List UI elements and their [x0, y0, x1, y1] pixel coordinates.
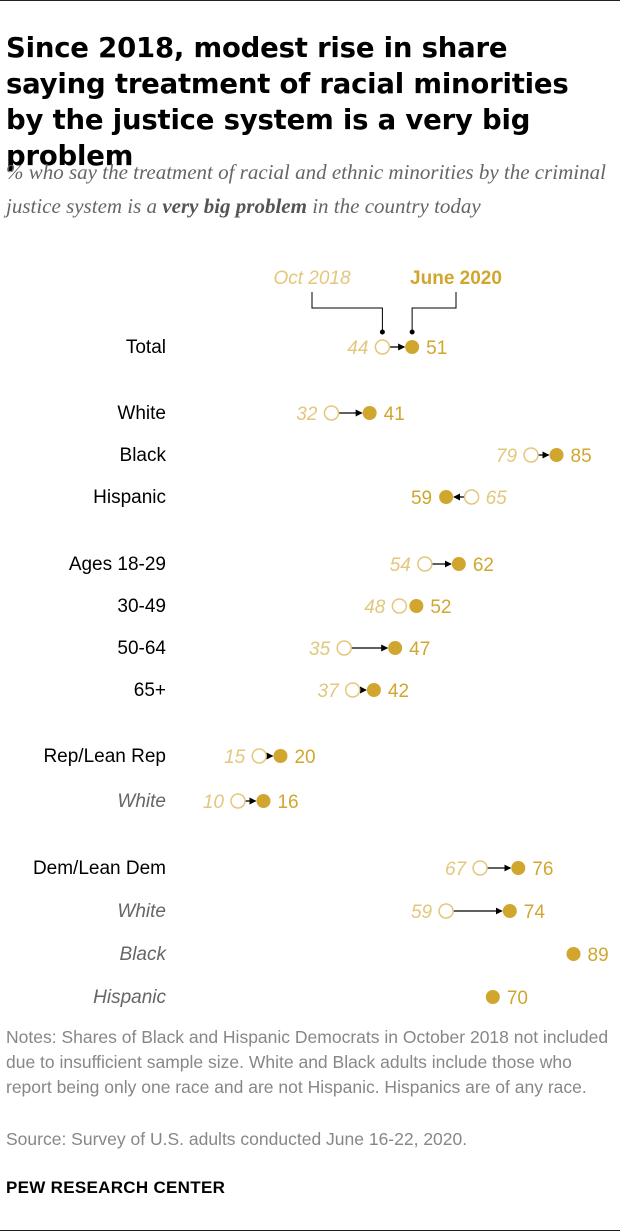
value-label-june-2020: 47: [409, 639, 430, 660]
dot-june-2020: [485, 990, 500, 1004]
dot-oct-2018: [523, 447, 539, 463]
row-label: Black: [120, 944, 168, 965]
value-label-june-2020: 62: [473, 555, 494, 576]
subtitle-emphasis: very big problem: [162, 194, 307, 218]
dot-june-2020: [273, 749, 288, 763]
value-label-june-2020: 59: [411, 488, 432, 509]
dot-june-2020: [451, 557, 466, 571]
row-label: Total: [126, 337, 166, 358]
chart-subtitle: % who say the treatment of racial and et…: [6, 155, 614, 223]
value-label-oct-2018: 32: [296, 404, 318, 425]
dot-june-2020: [549, 448, 564, 462]
row-label: 50-64: [117, 638, 166, 659]
dot-oct-2018: [374, 339, 391, 355]
value-label-june-2020: 16: [277, 792, 298, 813]
row-label: Ages 18-29: [69, 554, 166, 575]
dot-oct-2018: [344, 682, 361, 698]
subtitle-text: % who say the treatment of racial and et…: [6, 160, 606, 218]
row-label: 30-49: [117, 596, 166, 617]
dot-oct-2018: [336, 640, 352, 656]
value-label-oct-2018: 79: [496, 446, 518, 467]
value-label-oct-2018: 54: [390, 555, 411, 576]
value-label-june-2020: 70: [507, 988, 528, 1009]
dot-june-2020: [256, 794, 271, 808]
dot-june-2020: [566, 947, 581, 961]
value-label-june-2020: 41: [384, 404, 405, 425]
value-label-oct-2018: 44: [347, 338, 368, 359]
dot-oct-2018: [472, 860, 488, 876]
dot-arrow-chart: Oct 2018 June 2020 Total 44 51 White 32 41 Black…: [33, 268, 609, 1009]
dot-oct-2018: [463, 489, 480, 505]
dot-june-2020: [502, 904, 517, 918]
chart-source: Source: Survey of U.S. adults conducted …: [6, 1129, 468, 1149]
dot-june-2020: [439, 490, 454, 504]
legend-leader-dot: [379, 329, 385, 335]
row-label: White: [117, 403, 166, 424]
value-label-june-2020: 74: [524, 902, 546, 923]
dot-june-2020: [511, 861, 526, 875]
legend-leader-oct: [311, 292, 383, 332]
value-label-oct-2018: 59: [411, 902, 433, 923]
value-label-june-2020: 20: [294, 747, 315, 768]
brand-name: PEW RESEARCH CENTER: [6, 1178, 226, 1197]
dot-june-2020: [366, 683, 381, 697]
legend-june-2020: June 2020: [410, 268, 502, 289]
dot-oct-2018: [438, 903, 454, 919]
chart-notes: Notes: Shares of Black and Hispanic Demo…: [6, 1027, 609, 1097]
value-label-june-2020: 85: [571, 446, 592, 467]
row-label: Hispanic: [93, 987, 166, 1008]
dot-oct-2018: [391, 598, 408, 614]
dot-oct-2018: [417, 556, 433, 572]
dot-june-2020: [405, 340, 420, 354]
value-label-june-2020: 51: [426, 338, 447, 359]
legend-leader-june: [411, 292, 457, 332]
dot-oct-2018: [230, 793, 246, 809]
dot-june-2020: [409, 599, 424, 613]
value-label-june-2020: 89: [588, 945, 609, 966]
value-label-oct-2018: 35: [309, 639, 331, 660]
row-label: 65+: [134, 680, 166, 701]
top-rule: [0, 0, 620, 1]
legend-oct-2018: Oct 2018: [273, 268, 351, 289]
value-label-oct-2018: 48: [364, 597, 386, 618]
dot-june-2020: [362, 406, 377, 420]
row-label: Hispanic: [93, 487, 166, 508]
legend-leader-dot: [409, 329, 415, 335]
value-label-june-2020: 76: [532, 859, 553, 880]
value-label-june-2020: 42: [388, 681, 409, 702]
row-label: Black: [120, 445, 167, 466]
dot-oct-2018: [251, 748, 267, 764]
value-label-oct-2018: 67: [445, 859, 468, 880]
subtitle-text-end: in the country today: [306, 194, 481, 218]
value-label-oct-2018: 37: [318, 681, 341, 702]
value-label-june-2020: 52: [430, 597, 451, 618]
row-label: White: [117, 901, 166, 922]
dot-june-2020: [388, 641, 403, 655]
row-label: White: [117, 791, 166, 812]
row-label: Dem/Lean Dem: [33, 858, 166, 879]
value-label-oct-2018: 65: [486, 488, 508, 509]
row-label: Rep/Lean Rep: [43, 746, 166, 767]
bottom-rule: [0, 1230, 620, 1231]
chart-title: Since 2018, modest rise in share saying …: [6, 32, 569, 172]
dot-oct-2018: [323, 405, 340, 421]
value-label-oct-2018: 10: [203, 792, 225, 813]
value-label-oct-2018: 15: [224, 747, 246, 768]
